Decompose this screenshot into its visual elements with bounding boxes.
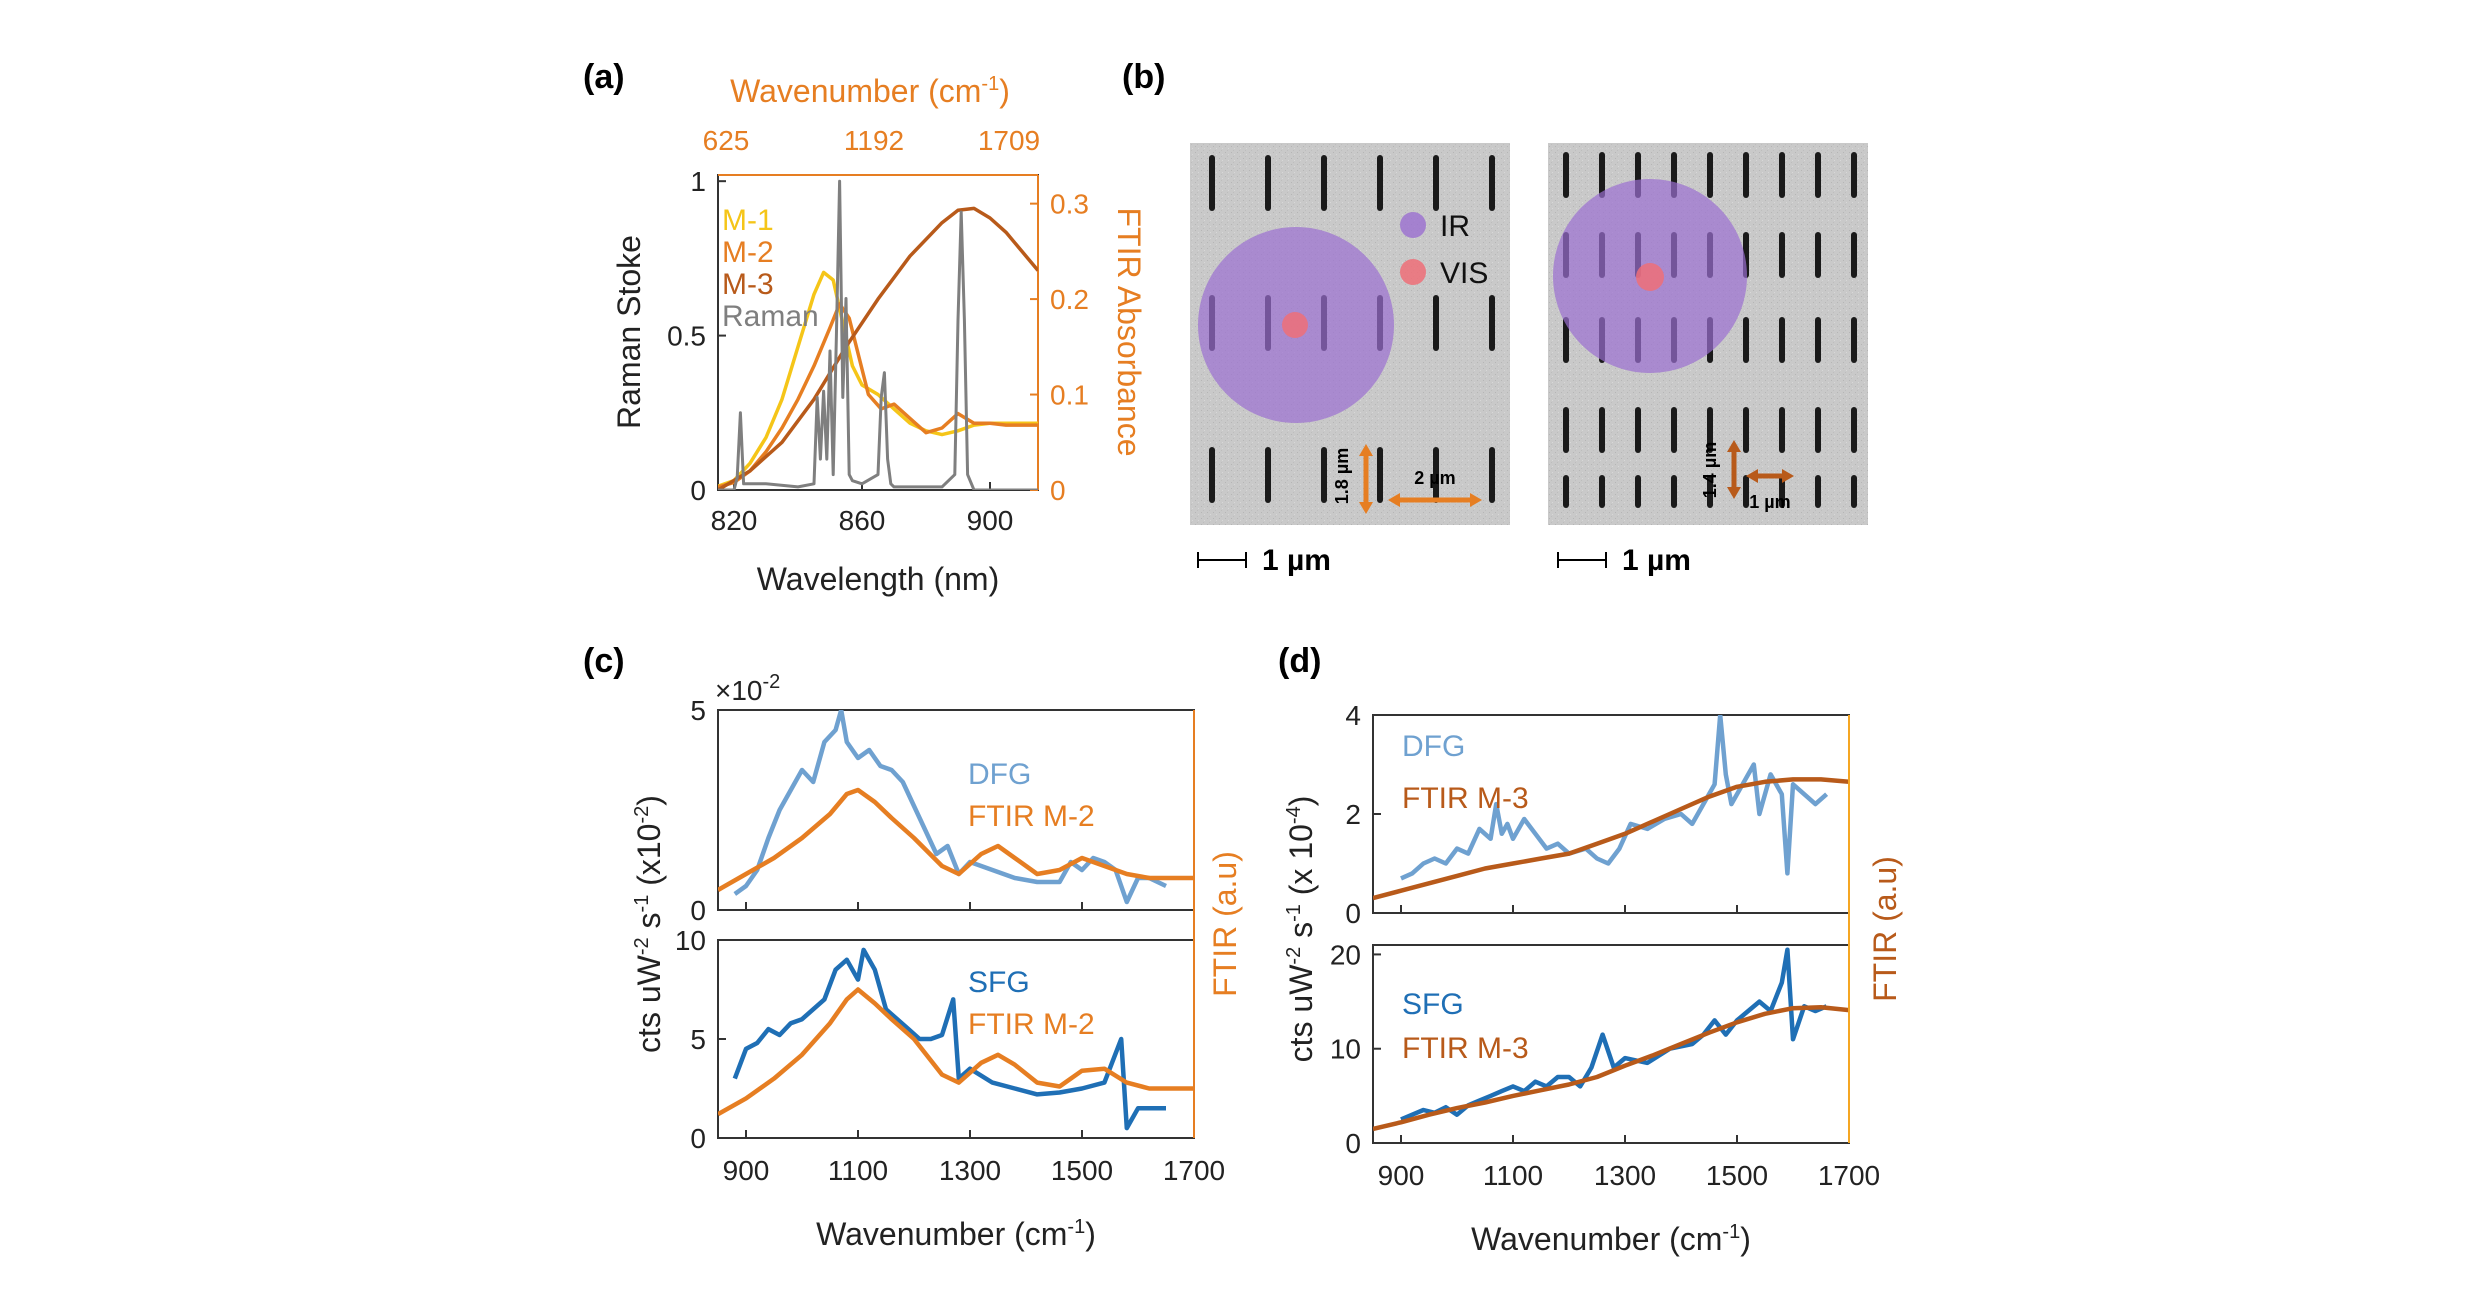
panel-c-xlabel: Wavenumber (cm-1) — [816, 1216, 1096, 1252]
panel-a-xlabel: Wavelength (nm) — [757, 561, 999, 597]
vis-spot-right — [1636, 263, 1664, 291]
panel-d-bottom-ytick-label: 0 — [1345, 1128, 1361, 1159]
panel-c-bottom-plot: 0 5 10 SFG FTIR M-2 — [675, 925, 1195, 1154]
panel-d-xtick-label: 1700 — [1818, 1160, 1880, 1191]
dim-arrow-left-vertical — [1359, 444, 1373, 514]
panel-a-ytick-label: 0 — [690, 475, 706, 506]
panel-c-legend-ftir-top: FTIR M-2 — [968, 800, 1095, 833]
panel-a-top-tick-0: 625 — [703, 125, 750, 156]
panel-d-xtick-label: 1500 — [1706, 1160, 1768, 1191]
panel-c-multiplier: ×10-2 — [715, 671, 780, 706]
panel-c-bottom-ytick-label: 10 — [675, 925, 706, 956]
panel-d-label: (d) — [1278, 642, 1321, 680]
panel-a-y2tick-label: 0.2 — [1050, 284, 1089, 315]
panel-a-top-tick-1: 1192 — [844, 125, 904, 156]
scale-bar-right-label: 1 µm — [1622, 544, 1691, 577]
sem-image-left: IR VIS 1.8 µm 2 µm — [1190, 143, 1510, 525]
panel-c-label: (c) — [583, 642, 625, 680]
legend-vis-marker — [1400, 259, 1426, 285]
panel-a-series-m-3 — [718, 206, 1038, 490]
panel-c-top-series-ftir-m-2 — [718, 787, 1194, 892]
panel-a-legend-m2: M-2 — [722, 236, 774, 269]
panel-c-bottom-ytick-label: 5 — [690, 1024, 706, 1055]
panel-c-top-plot: 0 5 DFG FTIR M-2 — [690, 695, 1195, 926]
panel-c-xtick-label: 1500 — [1051, 1155, 1113, 1186]
panel-c-bottom-ytick-label: 0 — [690, 1123, 706, 1154]
panel-d-xtick-label: 900 — [1378, 1160, 1425, 1191]
panel-d-legend-dfg: DFG — [1402, 730, 1465, 763]
panel-a-legend-m1: M-1 — [722, 204, 774, 237]
panel-c-top-series-dfg — [733, 710, 1167, 905]
legend-ir-label: IR — [1440, 210, 1470, 243]
dim-arrow-right-vertical — [1727, 440, 1741, 499]
panel-a-legend-m3: M-3 — [722, 268, 774, 301]
panel-d-bottom-ytick-label: 10 — [1330, 1034, 1361, 1065]
panel-b-label: (b) — [1122, 58, 1165, 96]
panel-d-bottom-plot: 0 10 20 SFG FTIR M-3 — [1330, 939, 1850, 1159]
panel-d-top-series-ftir-m-3 — [1373, 777, 1849, 901]
panel-c-xtick-label: 1300 — [939, 1155, 1001, 1186]
panel-c-legend-sfg: SFG — [968, 966, 1030, 999]
panel-d-y2label: FTIR (a.u) — [1867, 856, 1903, 1002]
dim-right-horizontal-label: 1 µm — [1749, 492, 1790, 512]
legend-ir-marker — [1400, 212, 1426, 238]
panel-a-label: (a) — [583, 58, 625, 96]
panel-a-top-tick-2: 1709 — [978, 125, 1040, 156]
panel-a-y2label: FTIR Absorbance — [1111, 208, 1147, 457]
panel-a-xtick-label: 860 — [839, 505, 886, 536]
dim-left-vertical-label: 1.8 µm — [1332, 448, 1352, 504]
vis-spot-left — [1282, 312, 1308, 338]
panel-a-y2tick-label: 0.3 — [1050, 189, 1089, 220]
panel-d-legend-sfg: SFG — [1402, 988, 1464, 1021]
panel-d-top-ytick-label: 2 — [1345, 799, 1361, 830]
panel-a-plot: 820 860 900 0 0.5 1 0 0.1 0.2 0.3 M-1 M-2 M-3 R… — [667, 166, 1089, 536]
panel-d-legend-ftir-top: FTIR M-3 — [1402, 782, 1529, 815]
panel-c-xtick-label: 900 — [723, 1155, 770, 1186]
panel-c-xtick-label: 1100 — [828, 1155, 888, 1186]
panel-a-series-m-2 — [718, 302, 1038, 489]
panel-a-xtick-label: 820 — [711, 505, 758, 536]
dim-right-vertical-label: 1.4 µm — [1700, 442, 1720, 498]
panel-a-top-axis-label: Wavenumber (cm-1) — [730, 73, 1010, 109]
panel-c-top-ytick-label: 5 — [690, 695, 706, 726]
panel-d-top-ytick-label: 4 — [1345, 700, 1361, 731]
panel-d-xtick-label: 1300 — [1594, 1160, 1656, 1191]
panel-c-bottom-series-sfg — [732, 947, 1166, 1131]
panel-a-y2tick-label: 0 — [1050, 475, 1066, 506]
dim-arrow-right-horizontal — [1746, 469, 1794, 483]
scale-bar-left: 1 µm — [1197, 544, 1331, 577]
panel-c-ylabel: cts uW-2 s-1 (x10-2) — [631, 795, 667, 1053]
panel-d-xtick-label: 1100 — [1483, 1160, 1543, 1191]
panel-a-series-raman — [718, 179, 1038, 490]
panel-d-top-ytick-label: 0 — [1345, 898, 1361, 929]
scale-bar-left-label: 1 µm — [1262, 544, 1331, 577]
legend-vis-label: VIS — [1440, 257, 1488, 290]
panel-a-ytick-label: 1 — [690, 166, 706, 197]
panel-d-top-series-dfg — [1400, 715, 1829, 881]
panel-d-ylabel: cts uW-2 s-1 (x 10-4) — [1283, 796, 1319, 1063]
panel-c-y2label: FTIR (a.u) — [1207, 851, 1243, 997]
panel-a-ytick-label: 0.5 — [667, 321, 706, 352]
scale-bar-right: 1 µm — [1557, 544, 1691, 577]
panel-c-bottom-series-ftir-m-2 — [718, 987, 1194, 1117]
panel-a-ylabel: Raman Stoke — [611, 235, 647, 429]
panel-d-top-plot: 0 2 4 DFG FTIR M-3 — [1345, 700, 1850, 929]
panel-d-bottom-ytick-label: 20 — [1330, 939, 1361, 970]
dim-arrow-left-horizontal — [1388, 493, 1482, 507]
dim-left-horizontal-label: 2 µm — [1414, 468, 1455, 488]
panel-c-legend-ftir-bottom: FTIR M-2 — [968, 1008, 1095, 1041]
panel-c-xtick-label: 1700 — [1163, 1155, 1225, 1186]
panel-d-xlabel: Wavenumber (cm-1) — [1471, 1221, 1751, 1257]
panel-a-y2tick-label: 0.1 — [1050, 380, 1089, 411]
panel-a-legend-raman: Raman — [722, 300, 819, 333]
panel-d-bottom-series-ftir-m-3 — [1373, 1004, 1849, 1132]
panel-a-xtick-label: 900 — [967, 505, 1014, 536]
panel-c-legend-dfg: DFG — [968, 758, 1031, 791]
panel-d-legend-ftir-bottom: FTIR M-3 — [1402, 1032, 1529, 1065]
sem-image-right: 1.4 µm 1 µm — [1548, 143, 1868, 525]
panel-c-top-ytick-label: 0 — [690, 895, 706, 926]
